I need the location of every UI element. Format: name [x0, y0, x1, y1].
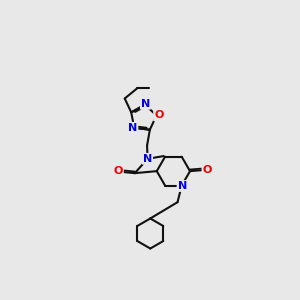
Text: O: O [113, 166, 123, 176]
Text: N: N [128, 123, 137, 133]
Text: O: O [202, 165, 212, 175]
Text: N: N [143, 154, 152, 164]
Text: N: N [141, 99, 150, 109]
Text: N: N [178, 181, 187, 191]
Text: O: O [154, 110, 164, 120]
